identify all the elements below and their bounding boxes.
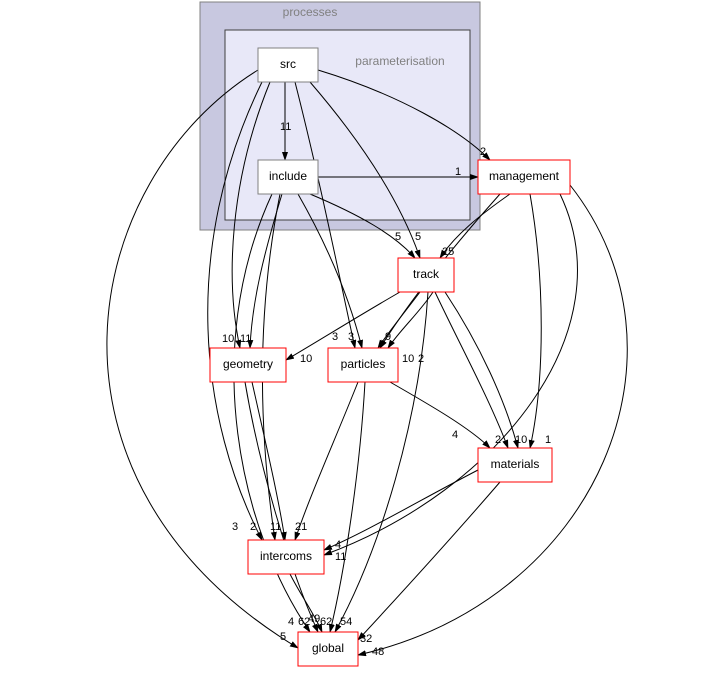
edge-label-intercoms-global: 49 — [308, 613, 320, 625]
edge-label-track-materials: 10 — [515, 434, 527, 446]
edge-label-src-particles: 3 — [332, 331, 338, 343]
node-label-track: track — [413, 267, 440, 281]
edge-particles-global — [330, 382, 365, 632]
node-label-management: management — [489, 169, 560, 183]
node-label-geometry: geometry — [223, 357, 273, 371]
edge-label-include-geometry: 11 — [240, 333, 251, 345]
edge-management-global — [358, 185, 627, 655]
node-label-src: src — [280, 57, 296, 71]
edge-label-management-intercoms: 11 — [335, 551, 346, 563]
container-label-parameterisation: parameterisation — [355, 54, 444, 68]
edge-geometry-intercoms — [252, 382, 285, 540]
edge-label-track-global: 62 — [320, 616, 332, 628]
edge-label-particles-global: 54 — [340, 616, 352, 628]
edge-label-management-particles: 9 — [385, 331, 391, 343]
edge-particles-materials — [390, 382, 490, 448]
edge-label-materials-intercoms: 4 — [335, 539, 341, 551]
edge-label-management-materials: 1 — [545, 434, 551, 446]
container-label-processes: processes — [283, 5, 338, 19]
edge-label-particles-intercoms: 21 — [295, 521, 307, 533]
edge-label-particles-materials: 4 — [452, 429, 458, 441]
edge-label-include-global: 4 — [288, 616, 294, 628]
edge-label-track-geometry: 10 — [300, 353, 312, 365]
edge-label-src-management: 2 — [480, 146, 486, 158]
edge-label-src-track: 5 — [395, 231, 401, 243]
node-label-include: include — [269, 169, 307, 183]
edge-label-geometry-intercoms: 11 — [270, 521, 281, 533]
node-label-materials: materials — [491, 457, 540, 471]
edge-label-track-particles: 10 — [402, 353, 414, 365]
edge-label-include-intercoms: 2 — [250, 521, 256, 533]
edge-label-materials-global: 32 — [360, 633, 372, 645]
node-label-intercoms: intercoms — [260, 549, 312, 563]
edge-label-management-global: 48 — [372, 646, 384, 658]
edge-label-src-intercoms: 3 — [232, 521, 238, 533]
edge-label-track-materials: 2 — [495, 434, 501, 446]
edge-label-include-particles: 3 — [348, 331, 354, 343]
node-label-global: global — [312, 641, 344, 655]
edge-track-materials — [445, 292, 518, 448]
node-label-particles: particles — [341, 357, 386, 371]
edge-label-include-track: 5 — [415, 231, 421, 243]
edge-label-src-global: 5 — [280, 631, 286, 643]
edge-label-include-management: 1 — [455, 166, 461, 178]
edge-label-src-geometry: 10 — [222, 333, 234, 345]
edge-particles-intercoms — [295, 382, 358, 540]
edge-materials-global — [358, 482, 500, 640]
edge-label-track-particles-2: 2 — [418, 353, 424, 365]
edge-label-management-track: 25 — [442, 246, 454, 258]
edge-label-src-include: 11 — [280, 121, 291, 133]
edge-materials-intercoms — [324, 470, 478, 550]
edge-management-materials — [530, 194, 541, 448]
edge-track-materials — [435, 292, 508, 448]
